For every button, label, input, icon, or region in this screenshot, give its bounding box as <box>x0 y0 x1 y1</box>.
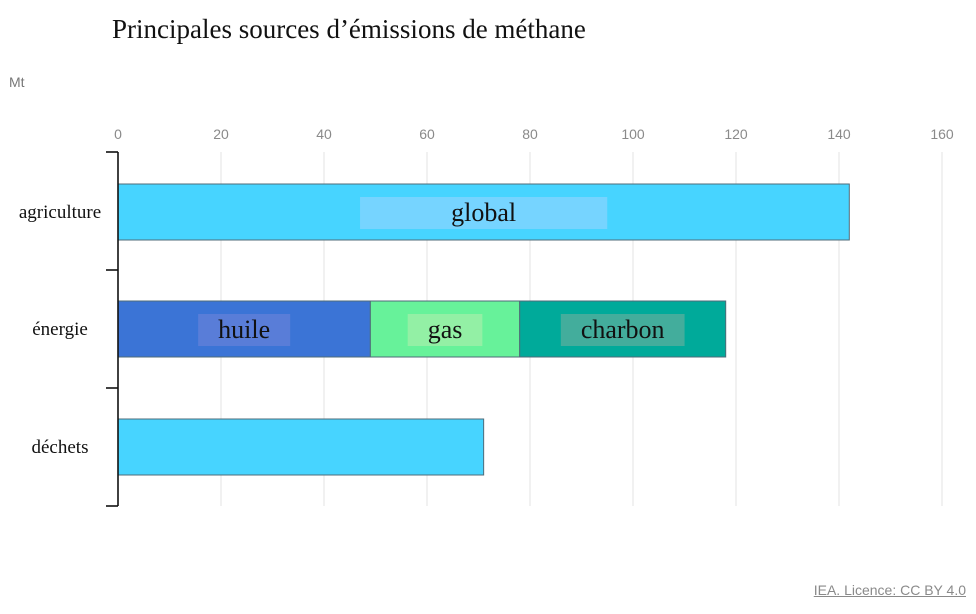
category-label: déchets <box>32 437 89 458</box>
x-tick-label: 20 <box>213 126 229 142</box>
bars <box>117 183 850 476</box>
segment-annotation: gas <box>407 314 483 346</box>
segment-label: gas <box>428 315 463 344</box>
x-tick-label: 60 <box>419 126 435 142</box>
x-tick-label: 120 <box>724 126 748 142</box>
segment-label: charbon <box>581 315 665 344</box>
x-tick-label: 100 <box>621 126 645 142</box>
segment-label-highlight <box>407 314 483 346</box>
segment-label-highlight <box>560 314 685 346</box>
category-labels: agriculture énergie déchets <box>19 202 101 458</box>
x-tick-label: 80 <box>522 126 538 142</box>
source-credit[interactable]: IEA. Licence: CC BY 4.0 <box>813 582 966 598</box>
segment-labels: global huile gas charbon <box>198 197 685 346</box>
category-label: énergie <box>32 319 88 340</box>
segment-label: global <box>451 198 516 227</box>
bar-déchets-global <box>117 418 485 476</box>
x-tick-label: 160 <box>930 126 954 142</box>
segment-annotation: huile <box>198 314 291 346</box>
unit-label: Mt <box>9 74 25 90</box>
segment-label-highlight <box>198 314 291 346</box>
chart-title: Principales sources d’émissions de métha… <box>112 14 586 44</box>
category-label: agriculture <box>19 202 101 223</box>
x-tick-label: 140 <box>827 126 851 142</box>
y-axis <box>106 151 119 507</box>
x-tick-label: 0 <box>114 126 122 142</box>
segment-label-highlight <box>360 197 608 229</box>
segment-label: huile <box>218 315 270 344</box>
segment-annotation: charbon <box>560 314 685 346</box>
x-tick-label: 40 <box>316 126 332 142</box>
x-tick-labels: 0 20 40 60 80 100 120 140 160 <box>114 126 954 142</box>
segment-annotation: global <box>360 197 608 229</box>
